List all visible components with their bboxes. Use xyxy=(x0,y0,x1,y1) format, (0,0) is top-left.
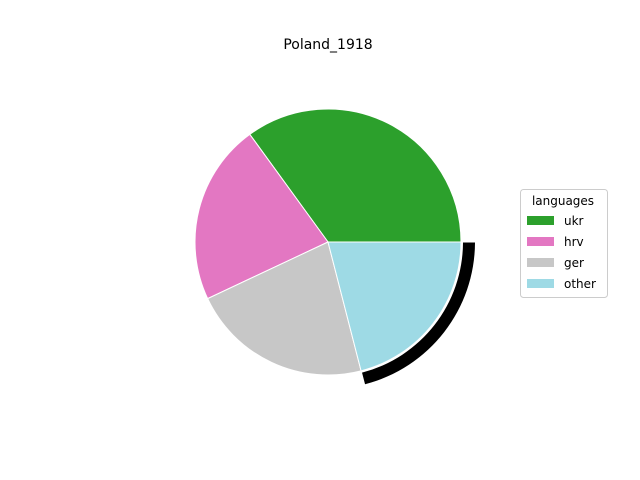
chart-title: Poland_1918 xyxy=(283,37,372,53)
legend-swatch-other xyxy=(527,279,554,288)
legend-title: languages xyxy=(532,194,594,208)
pie-wedges xyxy=(194,108,475,385)
legend-items: ukr hrv ger other xyxy=(527,214,596,291)
legend-swatch-ger xyxy=(527,258,554,267)
legend: languages ukr hrv ger other xyxy=(520,189,608,298)
legend-label-ukr: ukr xyxy=(564,214,584,228)
pie-wedge-other xyxy=(327,241,462,372)
legend-label-other: other xyxy=(564,277,596,291)
highlight-band-other xyxy=(362,242,475,385)
legend-swatch-ukr xyxy=(527,216,554,225)
pie-wedge-ger xyxy=(206,241,362,376)
pie-wedge-ukr xyxy=(249,108,462,243)
legend-label-hrv: hrv xyxy=(564,235,584,249)
legend-label-ger: ger xyxy=(564,256,584,270)
legend-swatch-hrv xyxy=(527,237,554,246)
